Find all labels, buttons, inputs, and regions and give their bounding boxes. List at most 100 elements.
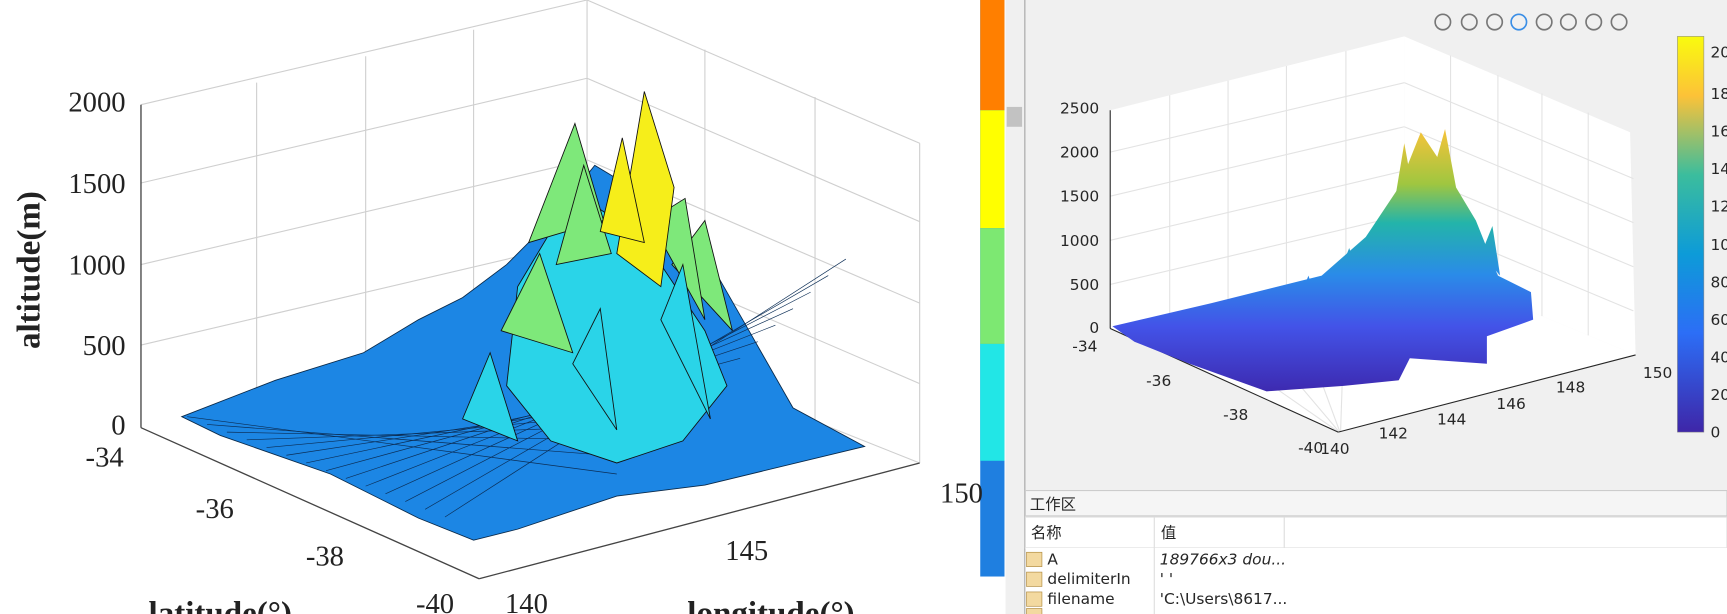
colorbar-tick-label: 60 — [1710, 311, 1727, 329]
grid-line — [1110, 126, 1405, 197]
surface-patch — [599, 137, 645, 244]
z-tick-label: 500 — [1070, 276, 1099, 294]
variable-icon — [1026, 551, 1043, 567]
surface-patch — [660, 262, 711, 420]
z-tick-label: 1000 — [1060, 232, 1099, 250]
grid-line — [586, 0, 920, 144]
z-tick-label: 1500 — [68, 168, 125, 200]
z-axis-label: altitude(m) — [12, 191, 48, 349]
surface-right — [1112, 132, 1534, 392]
colorbar-tick-label: 12 — [1710, 198, 1727, 216]
lon-tick-label: 145 — [725, 535, 768, 567]
colorbar-tick-label: 18 — [1710, 85, 1727, 103]
surface-spike — [1393, 143, 1416, 210]
variable-name[interactable]: delimiterIn — [1047, 570, 1130, 588]
grid-line — [1110, 170, 1405, 241]
z-tick-label: 2000 — [1060, 144, 1099, 162]
lon-tick-label: 142 — [1379, 425, 1408, 443]
lon-axis-label: longitude(°) — [687, 596, 854, 614]
lon-tick-label: 140 — [505, 588, 548, 614]
lon-tick-label: 140 — [1320, 440, 1349, 458]
surface-patch — [500, 252, 574, 354]
grid-line — [1404, 82, 1634, 180]
axis-line — [478, 462, 920, 580]
colorbar-tick-label: 80 — [1710, 274, 1727, 292]
colorbar-tick-label: 16 — [1710, 123, 1727, 141]
lon-tick-label: 150 — [1643, 364, 1672, 382]
grid-line — [1110, 82, 1405, 153]
scrollbar-thumb[interactable] — [1006, 106, 1023, 127]
grid-line — [140, 159, 588, 266]
surface-patch — [555, 163, 612, 266]
scrollbar[interactable] — [1005, 0, 1025, 614]
toolbar-button[interactable] — [1535, 13, 1553, 31]
variable-icon — [1026, 571, 1043, 587]
colorbar-tick-label: 0 — [1710, 424, 1720, 442]
workspace-title: 工作区 — [1030, 495, 1076, 513]
colorbar-band — [980, 343, 1005, 461]
axes-wall — [1110, 36, 1405, 329]
surface-spike — [1481, 225, 1501, 276]
variable-value[interactable]: 'C:\Users\8617... — [1160, 590, 1288, 608]
lat-tick-label: -36 — [196, 493, 234, 525]
z-tick-label: 0 — [111, 409, 125, 441]
lat-tick-label: -38 — [306, 540, 344, 572]
z-tick-label: 1500 — [1060, 188, 1099, 206]
z-tick-label: 2000 — [68, 86, 125, 118]
grid-line — [140, 239, 588, 346]
column-header: 值 — [1161, 524, 1176, 542]
mesh-line — [187, 416, 617, 475]
lon-tick-label: 144 — [1437, 410, 1466, 428]
z-tick-label: 500 — [83, 330, 126, 362]
toolbar-button[interactable] — [1610, 13, 1628, 31]
variable-icon — [1026, 591, 1043, 607]
toolbar-button[interactable] — [1585, 13, 1603, 31]
lon-tick-label: 148 — [1556, 378, 1585, 396]
variable-value[interactable]: ' ' — [1160, 570, 1173, 588]
lat-tick-label: -34 — [1072, 338, 1097, 356]
mesh-line — [207, 424, 635, 458]
surface-spike — [1431, 128, 1457, 188]
toolbar-button[interactable] — [1434, 13, 1452, 31]
colorbar-band — [980, 0, 1005, 111]
z-tick-label: 0 — [1089, 319, 1099, 337]
workspace-columns — [1024, 516, 1727, 549]
lon-tick-label: 146 — [1496, 395, 1525, 413]
toolbar-button[interactable] — [1559, 13, 1577, 31]
axis-line — [140, 427, 480, 580]
workspace-header — [1024, 489, 1727, 517]
z-tick-label: 1000 — [68, 249, 125, 281]
workspace-rows — [1025, 547, 1727, 614]
surface-spike — [1299, 275, 1318, 304]
variable-name[interactable]: filename — [1047, 590, 1114, 608]
lon-tick-label: 150 — [940, 478, 983, 510]
colorbar-tick-label: 20 — [1710, 43, 1727, 61]
surface-patch — [572, 307, 618, 431]
colorbar-tick-label: 14 — [1710, 160, 1727, 178]
column-header: 名称 — [1031, 524, 1062, 542]
lat-tick-label: -38 — [1223, 406, 1248, 424]
toolbar-button[interactable] — [1486, 13, 1504, 31]
colorbar-tick-label: 10 — [1710, 236, 1727, 254]
colorbar-band — [980, 110, 1005, 229]
grid-line — [140, 0, 588, 106]
grid-line — [1110, 214, 1405, 285]
variable-name[interactable]: A — [1047, 550, 1058, 568]
toolbar-button[interactable] — [1460, 13, 1478, 31]
lat-tick-label: -36 — [1146, 372, 1171, 390]
lat-tick-label: -40 — [1298, 439, 1323, 457]
lat-tick-label: -40 — [416, 588, 454, 614]
variable-value[interactable]: 189766x3 dou... — [1160, 550, 1286, 568]
grid-line — [140, 77, 588, 184]
colorbar-band — [980, 228, 1005, 344]
z-tick-label: 2500 — [1060, 100, 1099, 118]
lat-axis-label: latitude(°) — [149, 596, 293, 614]
toolbar-button[interactable] — [1510, 13, 1528, 31]
colorbar-tick-label: 40 — [1710, 349, 1727, 367]
surface-spike — [1338, 248, 1361, 282]
axis-line — [1338, 354, 1636, 433]
surface-patch — [462, 351, 519, 442]
colorbar-right — [1677, 36, 1705, 433]
variable-icon — [1026, 608, 1043, 614]
